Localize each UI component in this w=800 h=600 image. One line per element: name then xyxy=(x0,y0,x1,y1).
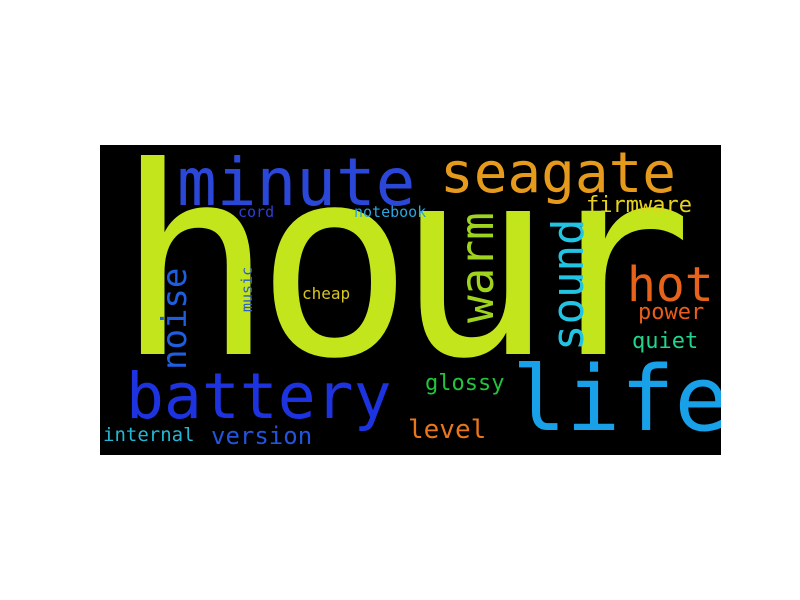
word-cheap: cheap xyxy=(302,284,351,303)
word-firmware: firmware xyxy=(586,193,692,218)
word-level: level xyxy=(408,415,487,445)
word-sound: sound xyxy=(543,218,594,351)
word-warm: warm xyxy=(450,212,504,323)
word-minute: minute xyxy=(177,145,416,221)
word-power: power xyxy=(638,300,705,325)
word-seagate: seagate xyxy=(440,145,677,206)
word-notebook: notebook xyxy=(354,203,427,221)
word-music: music xyxy=(238,266,256,312)
word-hot: hot xyxy=(627,257,714,313)
word-version: version xyxy=(211,422,313,450)
word-cloud: hour minute seagate battery life hot war… xyxy=(100,145,721,455)
word-quiet: quiet xyxy=(632,329,699,354)
word-battery: battery xyxy=(126,360,392,433)
word-hour: hour xyxy=(116,145,693,416)
word-cord: cord xyxy=(238,203,275,221)
word-internal: internal xyxy=(103,424,195,446)
word-glossy: glossy xyxy=(425,371,505,396)
word-noise: noise xyxy=(155,267,195,370)
word-life: life xyxy=(512,347,721,452)
